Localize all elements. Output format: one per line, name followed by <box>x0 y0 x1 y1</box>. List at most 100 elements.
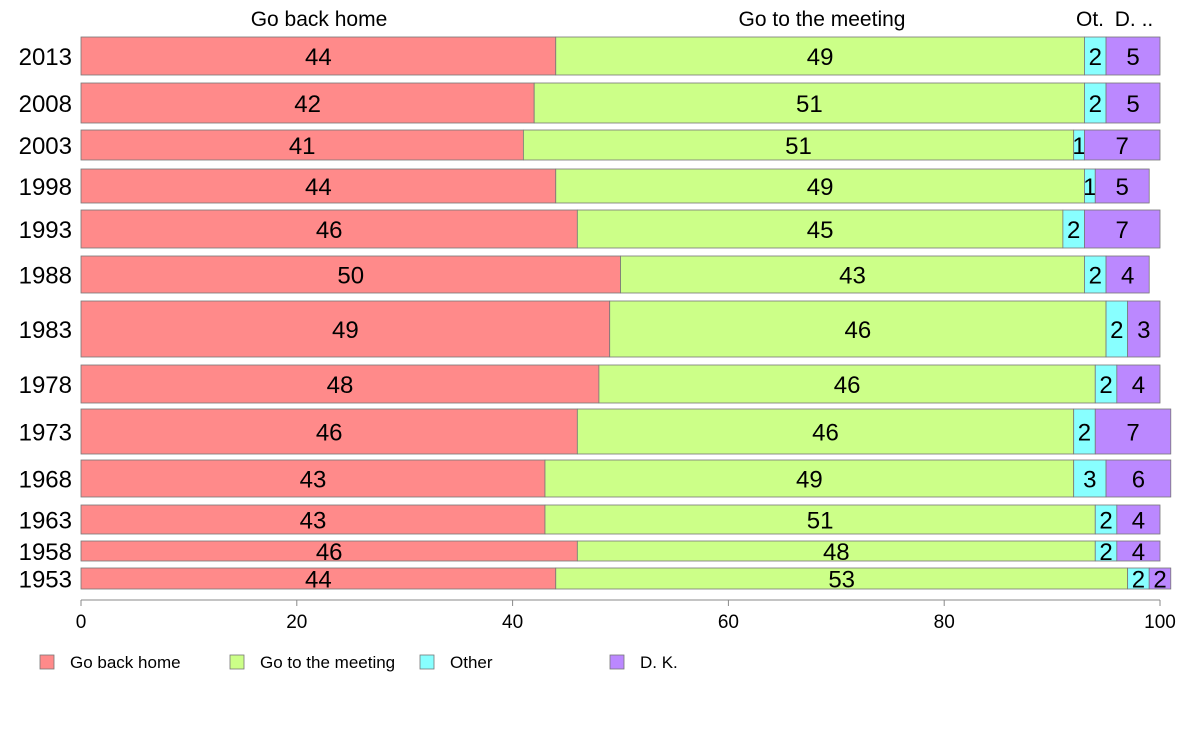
bar-label-1998-go-to-the-meeting: 49 <box>807 174 834 201</box>
bar-label-1973-go-back-home: 46 <box>316 420 343 447</box>
legend-label-d-k: D. K. <box>640 653 678 672</box>
bar-label-1963-go-to-the-meeting: 51 <box>807 508 834 535</box>
bar-1978-d-k <box>1116 364 1161 404</box>
bar-label-1958-d-k: 4 <box>1132 539 1145 566</box>
bar-label-1968-other: 3 <box>1083 467 1096 494</box>
bar-1953-d-k <box>1148 567 1172 590</box>
bar-1983-d-k <box>1127 300 1161 358</box>
bar-label-1998-go-back-home: 44 <box>305 174 332 201</box>
bar-2003-d-k <box>1084 129 1161 161</box>
bar-label-2013-other: 2 <box>1089 44 1102 71</box>
bar-1998-d-k <box>1094 168 1150 204</box>
x-tick-label-60: 60 <box>718 612 739 633</box>
bar-label-1953-go-to-the-meeting: 53 <box>828 567 855 594</box>
bar-label-1993-go-back-home: 46 <box>316 217 343 244</box>
year-label-1988: 1988 <box>19 263 72 290</box>
bar-1968-go-to-the-meeting <box>544 459 1075 498</box>
bar-label-1973-other: 2 <box>1078 420 1091 447</box>
bar-label-1988-go-to-the-meeting: 43 <box>839 263 866 290</box>
bar-label-2003-other: 1 <box>1072 133 1085 160</box>
bar-label-2008-go-to-the-meeting: 51 <box>796 91 823 118</box>
year-label-1953: 1953 <box>19 567 72 594</box>
bar-2008-go-to-the-meeting <box>533 82 1085 124</box>
year-label-1973: 1973 <box>19 420 72 447</box>
bar-label-1963-d-k: 4 <box>1132 508 1145 535</box>
bar-label-1998-other: 1 <box>1083 174 1096 201</box>
bar-label-1968-go-to-the-meeting: 49 <box>796 467 823 494</box>
year-label-2008: 2008 <box>19 91 72 118</box>
bar-label-2013-d-k: 5 <box>1126 44 1139 71</box>
bar-label-2003-d-k: 7 <box>1116 133 1129 160</box>
bar-label-1963-go-back-home: 43 <box>300 508 327 535</box>
bar-1988-go-back-home <box>80 255 621 294</box>
bar-label-1978-go-to-the-meeting: 46 <box>834 372 861 399</box>
legend-swatch-d-k <box>609 654 625 670</box>
bars-group: 44 49 2 542 51 2 541 51 1 744 49 1 546 45 2 750 43 2 449 46… <box>80 36 1172 594</box>
bar-2008-d-k <box>1105 82 1161 124</box>
bar-label-1953-go-back-home: 44 <box>305 567 332 594</box>
bar-1978-go-back-home <box>80 364 600 404</box>
x-tick-label-80: 80 <box>934 612 955 633</box>
bar-label-1953-d-k: 2 <box>1153 567 1166 594</box>
legend-swatch-other <box>419 654 435 670</box>
bar-1968-other <box>1073 459 1107 498</box>
bar-label-1988-other: 2 <box>1089 263 1102 290</box>
bar-1968-d-k <box>1105 459 1172 498</box>
bar-1993-go-back-home <box>80 209 578 249</box>
header-go-back-home: Go back home <box>251 8 388 31</box>
bar-label-1983-go-to-the-meeting: 46 <box>845 317 872 344</box>
year-label-1978: 1978 <box>19 372 72 399</box>
bar-1988-d-k <box>1105 255 1150 294</box>
bar-1973-d-k <box>1094 408 1172 455</box>
legend-label-go-to-the-meeting: Go to the meeting <box>260 653 395 672</box>
bar-1978-go-to-the-meeting <box>598 364 1096 404</box>
year-label-1983: 1983 <box>19 317 72 344</box>
header-dk: D. .. <box>1115 8 1154 31</box>
bar-1963-go-to-the-meeting <box>544 504 1096 535</box>
bar-1983-go-back-home <box>80 300 611 358</box>
bar-label-1953-other: 2 <box>1132 567 1145 594</box>
year-label-1968: 1968 <box>19 467 72 494</box>
bar-label-1988-go-back-home: 50 <box>337 263 364 290</box>
legend-swatch-go-back-home <box>39 654 55 670</box>
bar-label-2003-go-back-home: 41 <box>289 133 316 160</box>
x-tick-label-40: 40 <box>502 612 523 633</box>
bar-label-2008-d-k: 5 <box>1126 91 1139 118</box>
bar-1993-go-to-the-meeting <box>576 209 1064 249</box>
bar-label-1978-other: 2 <box>1099 372 1112 399</box>
year-label-1958: 1958 <box>19 539 72 566</box>
bar-label-2008-other: 2 <box>1089 91 1102 118</box>
bar-label-1958-go-back-home: 46 <box>316 539 343 566</box>
header-other: Ot. <box>1076 8 1104 31</box>
legend: Go back home Go to the meeting Other D. K. <box>39 653 678 672</box>
bar-1983-go-to-the-meeting <box>609 300 1107 358</box>
bar-1968-go-back-home <box>80 459 546 498</box>
legend-swatch-go-to-the-meeting <box>229 654 245 670</box>
bar-1988-go-to-the-meeting <box>620 255 1085 294</box>
bar-1963-d-k <box>1116 504 1161 535</box>
bar-1973-go-to-the-meeting <box>576 408 1075 455</box>
bar-label-1998-d-k: 5 <box>1116 174 1129 201</box>
bar-label-1978-d-k: 4 <box>1132 372 1145 399</box>
legend-label-other: Other <box>450 653 493 672</box>
bar-1973-go-back-home <box>80 408 578 455</box>
column-headers: Go back home Go to the meeting Ot. D. .. <box>251 8 1154 31</box>
x-tick-label-0: 0 <box>76 612 87 633</box>
bar-1998-go-back-home <box>80 168 557 204</box>
year-labels: 2013 2008 2003 1998 1993 1988 1983 1978 1973 1968… <box>19 44 72 594</box>
bar-label-1973-go-to-the-meeting: 46 <box>812 420 839 447</box>
bar-label-1993-d-k: 7 <box>1116 217 1129 244</box>
bar-2013-go-back-home <box>80 36 557 76</box>
year-label-2013: 2013 <box>19 44 72 71</box>
bar-2013-go-to-the-meeting <box>555 36 1085 76</box>
year-label-2003: 2003 <box>19 133 72 160</box>
legend-label-go-back-home: Go back home <box>70 653 181 672</box>
bar-label-1983-d-k: 3 <box>1137 317 1150 344</box>
bar-label-1958-other: 2 <box>1099 539 1112 566</box>
x-tick-label-20: 20 <box>286 612 307 633</box>
bar-1963-go-back-home <box>80 504 546 535</box>
bar-1993-d-k <box>1084 209 1161 249</box>
bar-label-2003-go-to-the-meeting: 51 <box>785 133 812 160</box>
year-label-1993: 1993 <box>19 217 72 244</box>
